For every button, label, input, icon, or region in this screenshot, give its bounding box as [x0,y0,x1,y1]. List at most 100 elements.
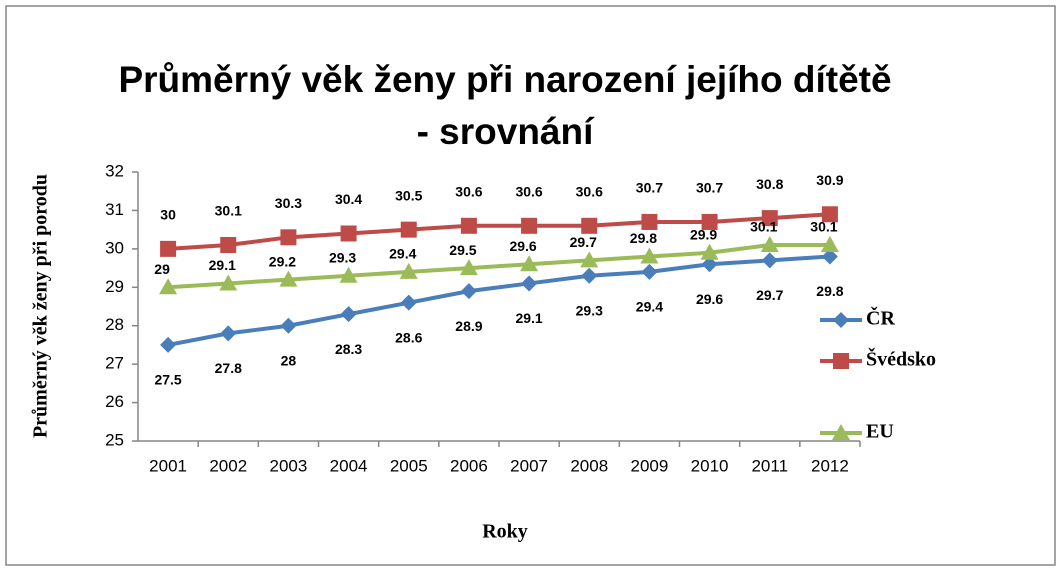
data-label: 29.4 [636,299,663,315]
y-tick-label: 30 [105,238,124,257]
marker [460,217,477,234]
data-label: 28.6 [395,329,422,345]
y-axis-title: Průměrný věk ženy při porodu [30,174,52,438]
marker [760,236,779,253]
marker [220,325,237,342]
marker [821,248,838,265]
y-tick-label: 26 [105,392,124,411]
marker [521,275,538,292]
legend-marker [833,312,849,328]
data-label: 30.6 [455,184,482,200]
data-label: 29.8 [816,283,843,299]
data-label: 29.5 [449,242,476,258]
marker [820,236,839,253]
marker [761,252,778,269]
data-label: 29.7 [756,287,783,303]
data-label: 29.1 [515,310,542,326]
x-tick-label: 2009 [631,456,669,475]
data-label: 28.3 [335,341,362,357]
marker [641,263,658,280]
data-label: 30.8 [756,176,783,192]
marker [340,225,357,242]
data-label: 30.7 [636,180,663,196]
data-label: 29.3 [576,302,603,318]
data-label: 30.1 [810,219,837,235]
marker [159,278,178,295]
marker [219,274,238,291]
data-label: 30.9 [816,172,843,188]
y-tick-label: 28 [105,315,124,334]
data-label: 29.4 [389,246,416,262]
marker [700,243,719,260]
x-tick-label: 2007 [510,456,548,475]
marker [641,213,658,230]
legend-marker [832,424,850,440]
marker [580,251,599,268]
data-label: 29.6 [509,238,536,254]
marker [400,221,417,238]
marker [279,270,298,287]
marker [640,247,659,264]
series-line [167,254,831,347]
x-tick-label: 2008 [570,456,608,475]
x-tick-label: 2001 [149,456,187,475]
data-label: 30.5 [395,187,422,203]
marker [761,210,778,227]
marker [160,240,177,257]
data-label: 30 [160,207,176,223]
marker [339,266,358,283]
marker [581,267,598,284]
data-label: 27.5 [154,372,181,388]
marker [581,217,598,234]
x-tick-label: 2010 [691,456,729,475]
y-tick-label: 27 [105,354,124,373]
marker [701,256,718,273]
data-label: 27.8 [215,360,242,376]
series-line [167,212,831,251]
y-tick-label: 29 [105,277,124,296]
data-label: 29.3 [329,249,356,265]
data-label: 30.1 [750,219,777,235]
x-tick-label: 2002 [209,456,247,475]
marker [521,217,538,234]
data-label: 28 [281,352,297,368]
marker [520,255,539,272]
legend-label: ČR [866,306,895,330]
data-label: 30.1 [215,203,242,219]
marker [701,213,718,230]
y-tick-label: 31 [105,200,124,219]
marker [459,259,478,276]
x-tick-label: 2006 [450,456,488,475]
series-line [167,243,830,290]
marker [160,336,177,353]
x-tick-label: 2004 [330,456,368,475]
marker [220,237,237,254]
legend-label: Švédsko [866,347,936,371]
data-label: 29 [154,261,170,277]
x-axis-title: Roky [482,521,528,543]
y-tick-label: 25 [105,430,124,449]
data-label: 29.1 [209,257,236,273]
chart-title: - srovnání [417,111,596,152]
data-label: 29.6 [696,291,723,307]
x-tick-label: 2011 [751,456,788,475]
marker [399,262,418,279]
data-label: 29.9 [690,226,717,242]
data-label: 30.4 [335,191,362,207]
data-label: 30.6 [515,184,542,200]
data-label: 29.8 [630,230,657,246]
data-label: 30.3 [275,195,302,211]
data-label: 30.6 [576,184,603,200]
legend-marker [833,353,849,369]
x-tick-label: 2003 [270,456,308,475]
x-tick-label: 2012 [811,456,849,475]
legend-label: EU [866,421,894,443]
data-label: 30.7 [696,180,723,196]
chart-title: Průměrný věk ženy při narození jejího dí… [118,59,891,100]
marker [280,229,297,246]
data-label: 29.7 [570,234,597,250]
marker [821,206,838,223]
marker [460,283,477,300]
marker [280,317,297,334]
